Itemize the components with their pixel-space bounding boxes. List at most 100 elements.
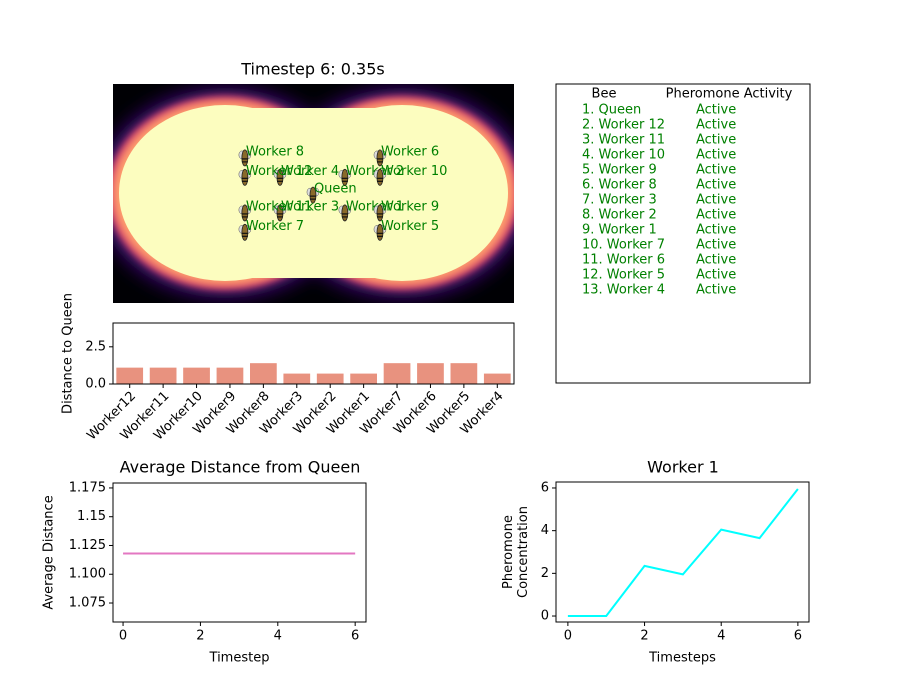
bee [306,186,320,204]
y-tick-label: 6 [541,480,549,495]
bar [417,363,444,384]
x-tick-label: 6 [351,629,359,644]
table-cell: 11. Worker 6 [582,253,665,268]
bar [283,373,311,384]
chart-title: Worker 1 [647,458,719,477]
line [567,488,799,618]
table-cell: 13. Worker 4 [582,283,665,298]
bee [373,149,387,167]
table-cell: Active [696,148,736,163]
y-tick-label: 4 [541,523,549,538]
heatmap [113,84,514,303]
bee-label: Worker 12 [246,164,312,179]
table-cell: 9. Worker 1 [582,223,657,238]
x-tick-label: 4 [274,629,282,644]
table-cell: 3. Worker 11 [582,133,665,148]
y-tick-label: 0.0 [85,377,106,392]
table-cell: Active [696,133,736,148]
table-cell: 12. Worker 5 [582,268,665,283]
y-tick-label: 1.15 [77,509,106,524]
table-cell: Active [696,238,736,253]
axes-frame [112,482,367,623]
x-axis-label: Timestep [209,651,270,666]
chart-title: Timestep 6: 0.35s [240,60,384,79]
bee [238,149,252,167]
y-axis-label: Average Distance [42,495,57,609]
y-tick-label: 1.175 [69,480,106,495]
bar [250,363,277,384]
bee-label: Worker 4 [281,164,339,179]
bar [383,363,411,384]
table-cell: Active [696,223,736,238]
y-tick-label: 1.075 [69,596,106,611]
x-axis-label: Timesteps [648,651,716,666]
bee [238,168,252,186]
table-cell: 7. Worker 3 [582,193,657,208]
bar [116,367,144,384]
column-header: Bee [592,87,617,102]
bee-label: Queen [314,182,357,197]
axes-frame [112,322,515,385]
bee [373,168,387,186]
table-cell: Active [696,268,736,283]
bar [483,373,511,384]
y-tick-label: 2.5 [85,339,106,354]
bee [338,204,352,222]
table-cell: 4. Worker 10 [582,148,665,163]
y-axis-label: Distance to Queen [61,293,76,414]
bar [450,363,478,384]
x-tick-label: 0 [564,629,572,644]
x-tick-label: 2 [196,629,204,644]
table-cell: 8. Worker 2 [582,208,657,223]
table-cell: Active [696,208,736,223]
bee [273,204,287,222]
chart-title: Average Distance from Queen [120,458,361,477]
bar [316,373,344,384]
bee [338,168,352,186]
bee-label: Worker 10 [381,164,447,179]
bee [273,168,287,186]
bee-label: Worker 7 [246,219,304,234]
bee-label: Worker 5 [381,219,439,234]
bee-label: Worker 11 [246,199,312,214]
table-cell: 6. Worker 8 [582,178,657,193]
bee [238,204,252,222]
table-cell: Active [696,283,736,298]
bar [350,373,377,384]
bar [149,367,177,384]
x-tick-label: 4 [717,629,725,644]
x-tick-label: 6 [794,629,802,644]
bee [373,204,387,222]
y-tick-label: 1.125 [69,538,106,553]
bar [216,367,244,384]
table-cell: 2. Worker 12 [582,118,665,133]
column-header: Pheromone Activity [666,87,793,102]
bee-label: Worker 8 [246,144,304,159]
table-cell: Active [696,118,736,133]
table-cell: Active [696,253,736,268]
table-cell: Active [696,163,736,178]
y-axis-label: Pheromone [501,515,516,589]
x-tick-label: 0 [119,629,127,644]
bee-label: Worker 3 [281,199,339,214]
bar [183,367,210,384]
y-tick-label: 1.100 [69,567,106,582]
bee-label: Worker 6 [381,144,439,159]
table-cell: 10. Worker 7 [582,238,665,253]
table-cell: Active [696,178,736,193]
table-cell: Active [696,103,736,118]
bee [238,223,252,241]
table-cell: 5. Worker 9 [582,163,657,178]
table-cell: 1. Queen [582,103,641,118]
bee [373,223,387,241]
bee-label: Worker 9 [381,199,439,214]
y-axis-label: Concentration [516,506,531,598]
y-tick-label: 0 [541,609,549,624]
table-cell: Active [696,193,736,208]
table-frame [555,83,811,384]
axes-frame [555,481,810,623]
x-tick-label: 2 [640,629,648,644]
y-tick-label: 2 [541,566,549,581]
